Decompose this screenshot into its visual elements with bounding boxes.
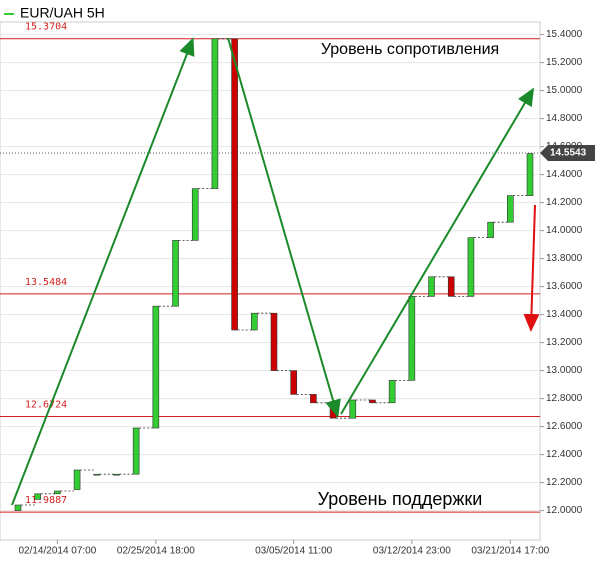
y-tick-label: 14.2000 xyxy=(546,197,583,208)
y-tick-label: 15.0000 xyxy=(546,85,583,96)
candle xyxy=(172,240,179,307)
price-tag xyxy=(540,144,595,161)
x-tick-label: 03/05/2014 11:00 xyxy=(255,546,333,557)
candle xyxy=(290,370,297,395)
candle xyxy=(113,473,120,476)
candle xyxy=(428,276,435,297)
y-tick-label: 14.8000 xyxy=(546,113,583,124)
chart-title: EUR/UAH 5H xyxy=(20,5,105,21)
candle xyxy=(310,394,317,404)
price-tag-label: 14.5543 xyxy=(550,148,587,159)
annotation: Уровень сопротивления xyxy=(321,41,499,58)
plot-frame xyxy=(0,21,541,541)
candle xyxy=(211,38,219,189)
candle xyxy=(388,380,396,404)
y-tick-label: 12.8000 xyxy=(546,393,583,404)
candle xyxy=(191,188,199,241)
candle xyxy=(487,221,494,238)
candle xyxy=(369,399,376,404)
candle xyxy=(526,153,534,196)
candle xyxy=(73,469,81,490)
y-tick-label: 15.2000 xyxy=(546,57,583,68)
candle xyxy=(54,490,61,495)
x-tick-label: 02/14/2014 07:00 xyxy=(18,546,96,557)
candle xyxy=(132,427,140,475)
arrow xyxy=(11,37,195,506)
candle xyxy=(507,195,514,223)
y-tick-label: 14.0000 xyxy=(546,225,583,236)
y-tick-label: 12.6000 xyxy=(546,421,583,432)
candle xyxy=(14,504,22,511)
candle xyxy=(270,312,278,371)
candle xyxy=(408,296,416,381)
level-label: 11.9887 xyxy=(25,495,67,506)
y-tick-label: 15.4000 xyxy=(546,29,583,40)
arrow xyxy=(523,204,540,332)
y-tick-label: 13.8000 xyxy=(546,253,583,264)
x-tick-label: 03/12/2014 23:00 xyxy=(373,546,451,557)
y-tick-label: 12.2000 xyxy=(546,477,583,488)
y-tick-label: 12.0000 xyxy=(546,505,583,516)
y-tick-label: 13.4000 xyxy=(546,309,583,320)
candle xyxy=(34,493,41,500)
y-tick-label: 13.6000 xyxy=(546,281,583,292)
arrow xyxy=(227,37,341,418)
y-tick-label: 13.2000 xyxy=(546,337,583,348)
y-tick-label: 12.4000 xyxy=(546,449,583,460)
candle xyxy=(231,38,238,331)
candle xyxy=(93,473,101,476)
x-tick-label: 03/21/2014 17:00 xyxy=(471,546,549,557)
candle xyxy=(152,305,160,429)
candle xyxy=(251,312,258,331)
x-tick-label: 02/25/2014 18:00 xyxy=(117,546,195,557)
y-tick-label: 14.4000 xyxy=(546,169,583,180)
level-label: 15.3704 xyxy=(25,22,67,33)
candle xyxy=(447,276,455,297)
candle xyxy=(349,399,357,419)
level-label: 13.5484 xyxy=(25,277,67,288)
arrow xyxy=(340,87,535,415)
level-label: 12.6724 xyxy=(25,399,67,410)
candle xyxy=(467,237,475,297)
y-tick-label: 13.0000 xyxy=(546,365,583,376)
annotation: Уровень поддержки xyxy=(318,489,483,509)
